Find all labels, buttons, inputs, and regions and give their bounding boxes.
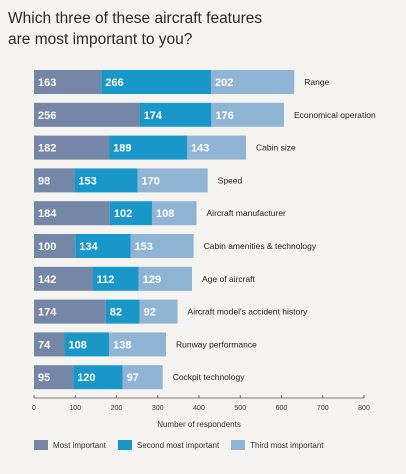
data-label: 182 — [38, 143, 56, 155]
data-label: 153 — [78, 175, 96, 187]
x-tick-label: 400 — [193, 405, 205, 412]
bar-segment — [130, 234, 194, 258]
legend-item: Most important — [34, 440, 106, 450]
data-label: 112 — [97, 274, 115, 286]
data-label: 108 — [156, 208, 174, 220]
bar-segment — [138, 266, 192, 291]
bar-segment — [92, 266, 139, 291]
bar-segment — [105, 299, 140, 324]
bar-segment — [210, 70, 295, 94]
data-label: 138 — [113, 339, 131, 351]
legend-swatch — [117, 440, 132, 450]
x-axis-title: Number of respondents — [157, 420, 241, 429]
bar-segment — [34, 102, 140, 127]
data-label: 97 — [127, 372, 139, 384]
data-label: 108 — [69, 339, 87, 351]
data-label: 176 — [215, 110, 233, 122]
category-label: Cabin amenities & technology — [204, 241, 317, 251]
data-label: 102 — [114, 208, 132, 220]
category-label: Aircraft model's accident history — [188, 307, 308, 317]
bar-segment — [34, 70, 102, 94]
x-tick-label: 200 — [111, 405, 123, 412]
data-label: 189 — [113, 143, 131, 155]
legend-swatch — [231, 440, 246, 450]
data-label: 142 — [38, 274, 56, 286]
data-label: 95 — [38, 372, 50, 384]
data-label: 163 — [38, 77, 56, 89]
data-label: 184 — [38, 208, 57, 220]
bar-segment — [34, 234, 76, 258]
category-label: Age of aircraft — [202, 274, 256, 284]
x-tick-label: 800 — [358, 405, 370, 412]
data-label: 98 — [38, 175, 50, 187]
category-label: Cabin size — [256, 143, 296, 153]
bar-segment — [211, 102, 284, 127]
data-label: 92 — [144, 307, 156, 319]
bar-segment — [64, 332, 110, 357]
x-tick-label: 0 — [32, 405, 36, 412]
bar-segment — [122, 365, 163, 390]
x-tick-label: 100 — [69, 405, 81, 412]
bar-segment — [34, 365, 74, 390]
data-label: 266 — [105, 77, 123, 89]
x-tick-label: 500 — [234, 405, 246, 412]
bar-segment — [34, 168, 75, 193]
data-label: 202 — [215, 77, 233, 89]
bar-segment — [101, 70, 211, 94]
data-label: 120 — [77, 372, 95, 384]
data-label: 82 — [110, 307, 122, 319]
bar-segment — [109, 135, 188, 160]
bar-segment — [34, 266, 93, 291]
category-label: Economical operation — [294, 110, 376, 120]
data-label: 100 — [38, 241, 56, 253]
data-label: 143 — [191, 143, 209, 155]
x-tick-label: 700 — [317, 405, 329, 412]
bar-segment — [139, 102, 212, 127]
data-label: 74 — [38, 339, 51, 351]
x-tick-label: 300 — [152, 405, 164, 412]
chart-title: Which three of these aircraft features a… — [8, 10, 263, 48]
category-label: Runway performance — [176, 339, 257, 349]
data-label: 134 — [79, 241, 98, 253]
bar-segment — [137, 168, 208, 193]
bar-segment — [74, 168, 138, 193]
data-label: 170 — [142, 175, 160, 187]
category-label: Cockpit technology — [173, 372, 246, 382]
data-label: 256 — [38, 110, 56, 122]
x-tick-label: 600 — [276, 405, 288, 412]
data-label: 174 — [38, 307, 57, 319]
legend-item: Third most important — [231, 440, 324, 450]
bar-segment — [139, 299, 178, 324]
bar-segment — [73, 365, 123, 390]
data-label: 174 — [144, 110, 163, 122]
bar-segment — [34, 299, 106, 324]
legend-label: Second most important — [136, 440, 220, 450]
category-label: Range — [304, 77, 329, 87]
legend: Most important Second most important Third… — [34, 440, 336, 450]
bar-segment — [109, 201, 152, 226]
category-label: Aircraft manufacturer — [207, 208, 287, 218]
legend-label: Most important — [53, 440, 106, 450]
legend-label: Third most important — [250, 440, 324, 450]
bar-segment — [75, 234, 131, 258]
bar-segment — [109, 332, 166, 357]
bar-segment — [187, 135, 247, 160]
legend-swatch — [34, 440, 48, 450]
legend-item: Second most important — [117, 440, 220, 450]
bar-segment — [34, 135, 110, 160]
bar-segment — [34, 201, 110, 226]
bar-segment — [34, 332, 65, 357]
bar-segment — [151, 201, 197, 226]
data-label: 153 — [135, 241, 153, 253]
data-label: 129 — [143, 274, 161, 286]
category-label: Speed — [218, 175, 243, 185]
